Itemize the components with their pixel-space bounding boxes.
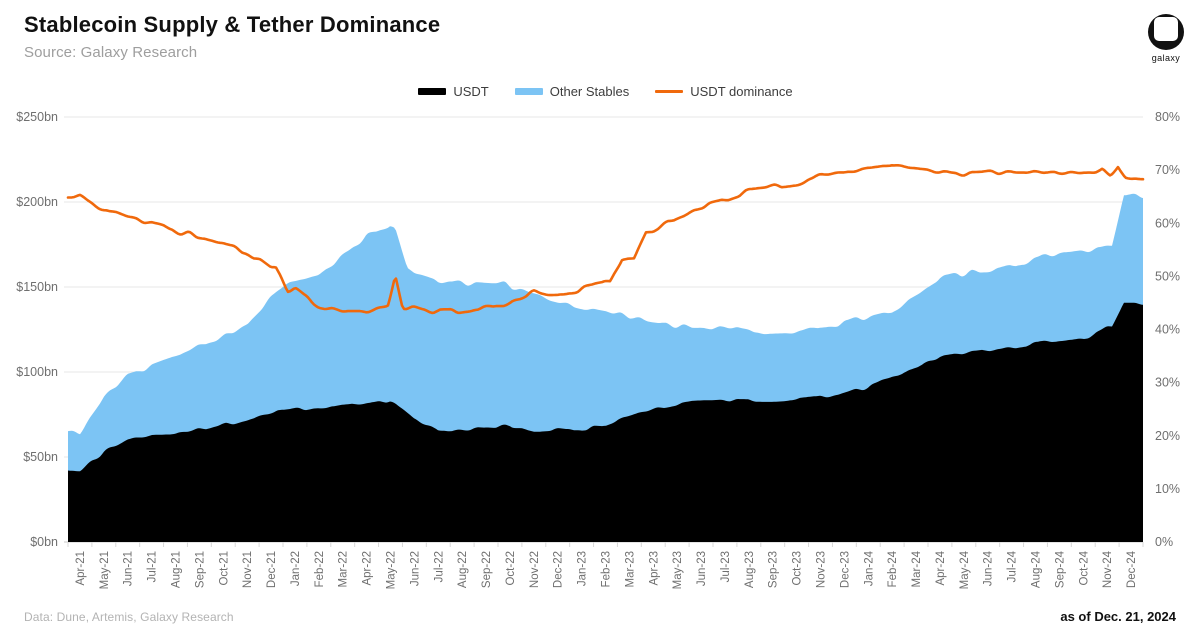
usdt-dominance-line (66, 164, 1145, 315)
right-axis-label: 60% (1155, 216, 1180, 230)
x-axis-label: Aug-24 (1031, 550, 1043, 588)
x-axis-label: Nov-22 (529, 551, 541, 588)
x-axis-label: Feb-22 (314, 551, 326, 587)
x-axis-label: Jun-24 (983, 550, 995, 586)
legend-label-usdt: USDT (453, 84, 489, 99)
x-axis-label: Aug-21 (171, 551, 183, 588)
x-axis-label: Apr-21 (75, 551, 87, 586)
x-axis-label: Oct-22 (505, 551, 517, 586)
x-axis-label: Nov-24 (1102, 550, 1114, 588)
galaxy-logo-square (1154, 17, 1178, 41)
x-axis-label: May-23 (672, 551, 684, 589)
page-subtitle: Source: Galaxy Research (24, 44, 198, 61)
x-axis-label: Nov-21 (242, 551, 254, 588)
right-axis-label: 20% (1155, 429, 1180, 443)
x-axis-label: Apr-22 (362, 551, 374, 586)
x-axis-label: Feb-23 (601, 551, 613, 587)
x-axis-label: Dec-22 (553, 551, 565, 588)
x-axis-label: Oct-21 (218, 551, 230, 586)
x-axis-label: Apr-24 (935, 550, 947, 585)
other-stables-swatch-icon (514, 88, 543, 95)
x-axis-label: Sep-23 (768, 551, 780, 588)
x-axis-label: Mar-22 (338, 551, 350, 587)
x-axis-label: Jul-22 (433, 551, 445, 582)
x-axis-label: Aug-23 (744, 551, 756, 588)
x-axis-label: May-24 (959, 550, 971, 589)
left-axis-label: $0bn (30, 535, 58, 549)
footer-data-source: Data: Dune, Artemis, Galaxy Research (24, 610, 234, 624)
x-axis-label: Oct-24 (1078, 550, 1090, 585)
right-axis-label: 80% (1155, 110, 1180, 124)
chart-header: Stablecoin Supply & Tether Dominance Sou… (24, 12, 440, 61)
x-axis-label: Mar-23 (624, 551, 636, 587)
left-axis-label: $200bn (16, 195, 58, 209)
left-axis-label: $50bn (23, 450, 58, 464)
x-axis-label: Nov-23 (816, 551, 828, 588)
right-axis-label: 70% (1155, 163, 1180, 177)
left-axis-label: $250bn (16, 110, 58, 124)
right-axis-label: 40% (1155, 323, 1180, 337)
left-axis-label: $150bn (16, 280, 58, 294)
x-axis-label: Jul-21 (147, 551, 159, 582)
x-axis-label: Jul-24 (1007, 550, 1019, 582)
legend-label-usdt-dominance: USDT dominance (690, 84, 793, 99)
legend-item-usdt-dominance: USDT dominance (655, 84, 793, 99)
right-axis-label: 0% (1155, 535, 1173, 549)
x-axis-label: Jun-23 (696, 551, 708, 586)
x-axis-label: Jun-22 (409, 551, 421, 586)
legend-label-other-stables: Other Stables (549, 84, 630, 99)
x-axis-label: Dec-21 (266, 551, 278, 588)
x-axis-label: Aug-22 (457, 551, 469, 588)
x-axis-label: Sep-21 (194, 551, 206, 588)
x-axis-label: Sep-22 (481, 551, 493, 588)
legend-item-other-stables: Other Stables (514, 84, 630, 99)
usdt-dominance-swatch-icon (655, 90, 684, 93)
x-axis-label: Feb-24 (887, 550, 899, 587)
x-axis-label: Oct-23 (792, 551, 804, 586)
chart-legend: USDT Other Stables USDT dominance (68, 84, 1143, 99)
left-axis-label: $100bn (16, 365, 58, 379)
x-axis-label: Jan-23 (577, 551, 589, 586)
usdt-swatch-icon (418, 88, 447, 95)
x-axis-label: May-22 (386, 551, 398, 589)
x-axis-label: Mar-24 (911, 550, 923, 587)
x-axis-label: Sep-24 (1054, 550, 1066, 588)
legend-item-usdt: USDT (418, 84, 489, 99)
galaxy-logo: galaxy (1144, 14, 1188, 63)
x-axis-label: Jan-22 (290, 551, 302, 586)
x-axis-label: May-21 (99, 551, 111, 589)
x-axis-label: Jan-24 (863, 550, 875, 586)
x-axis-label: Dec-23 (839, 551, 851, 588)
usdt-area (68, 302, 1143, 542)
galaxy-logo-label: galaxy (1151, 53, 1181, 63)
x-axis-label: Apr-23 (648, 551, 660, 586)
x-axis-label: Dec-24 (1126, 550, 1138, 588)
x-axis-label: Jul-23 (720, 551, 732, 582)
x-axis-label: Jun-21 (123, 551, 135, 586)
page-title: Stablecoin Supply & Tether Dominance (24, 12, 441, 37)
right-axis-label: 50% (1155, 269, 1180, 283)
right-axis-label: 30% (1155, 376, 1180, 390)
galaxy-logo-icon (1148, 14, 1184, 50)
right-axis-label: 10% (1155, 482, 1180, 496)
footer-as-of-date: as of Dec. 21, 2024 (1060, 609, 1176, 624)
